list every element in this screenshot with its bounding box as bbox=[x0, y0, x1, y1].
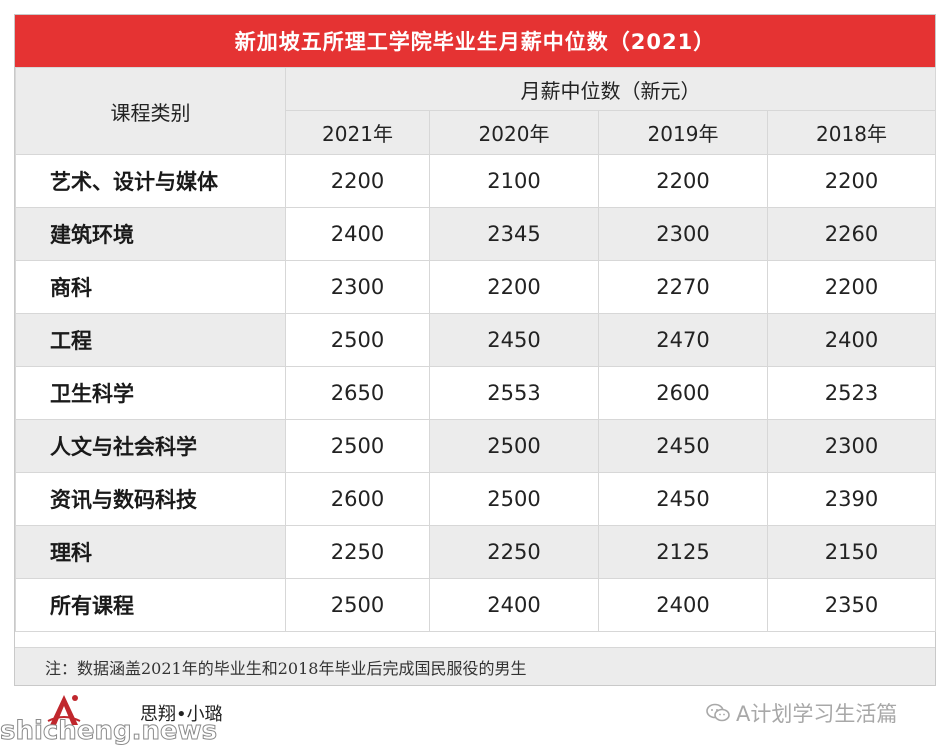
salary-cell: 2500 bbox=[285, 313, 430, 367]
salary-cell: 2300 bbox=[598, 207, 768, 261]
salary-cell: 2500 bbox=[285, 419, 430, 473]
category-cell: 人文与社会科学 bbox=[15, 419, 286, 473]
category-cell: 资讯与数码科技 bbox=[15, 472, 286, 526]
salary-cell: 2300 bbox=[285, 260, 430, 314]
salary-cell: 2300 bbox=[767, 419, 936, 473]
salary-cell: 2270 bbox=[598, 260, 768, 314]
salary-cell: 2200 bbox=[767, 260, 936, 314]
wechat-account-name: A计划学习生活篇 bbox=[736, 702, 898, 726]
category-cell: 卫生科学 bbox=[15, 366, 286, 420]
salary-cell: 2250 bbox=[429, 525, 599, 579]
salary-cell: 2500 bbox=[429, 419, 599, 473]
footer: 思翔•小璐 A计划学习生活篇 shicheng.news bbox=[0, 686, 951, 752]
brand-name: 思翔•小璐 bbox=[140, 704, 223, 725]
salary-cell: 2450 bbox=[598, 419, 768, 473]
salary-cell: 2250 bbox=[285, 525, 430, 579]
site-watermark: shicheng.news bbox=[0, 716, 218, 747]
year-header: 2021年 bbox=[285, 110, 430, 155]
category-cell: 工程 bbox=[15, 313, 286, 367]
salary-cell: 2400 bbox=[285, 207, 430, 261]
salary-cell: 2400 bbox=[767, 313, 936, 367]
salary-cell: 2470 bbox=[598, 313, 768, 367]
salary-cell: 2200 bbox=[598, 154, 768, 208]
table-title: 新加坡五所理工学院毕业生月薪中位数（2021） bbox=[15, 15, 935, 67]
salary-cell: 2345 bbox=[429, 207, 599, 261]
salary-cell: 2350 bbox=[767, 578, 936, 632]
salary-cell: 2125 bbox=[598, 525, 768, 579]
salary-cell: 2500 bbox=[429, 472, 599, 526]
table-row: 建筑环境 2400 2345 2300 2260 bbox=[15, 207, 936, 261]
year-header: 2020年 bbox=[429, 110, 599, 155]
salary-cell: 2450 bbox=[598, 472, 768, 526]
salary-cell: 2260 bbox=[767, 207, 936, 261]
table-row: 卫生科学 2650 2553 2600 2523 bbox=[15, 366, 936, 420]
salary-cell: 2600 bbox=[598, 366, 768, 420]
salary-cell: 2523 bbox=[767, 366, 936, 420]
table-row: 理科 2250 2250 2125 2150 bbox=[15, 525, 936, 579]
table-row: 商科 2300 2200 2270 2200 bbox=[15, 260, 936, 314]
table-row: 资讯与数码科技 2600 2500 2450 2390 bbox=[15, 472, 936, 526]
salary-cell: 2400 bbox=[598, 578, 768, 632]
salary-cell: 2500 bbox=[285, 578, 430, 632]
table-row: 工程 2500 2450 2470 2400 bbox=[15, 313, 936, 367]
table-row: 艺术、设计与媒体 2200 2100 2200 2200 bbox=[15, 154, 936, 208]
salary-cell: 2400 bbox=[429, 578, 599, 632]
category-cell: 理科 bbox=[15, 525, 286, 579]
salary-cell: 2650 bbox=[285, 366, 430, 420]
year-header: 2019年 bbox=[598, 110, 768, 155]
salary-cell: 2600 bbox=[285, 472, 430, 526]
median-salary-header: 月薪中位数（新元） bbox=[285, 67, 936, 111]
category-cell: 商科 bbox=[15, 260, 286, 314]
brand-logo-icon bbox=[47, 695, 81, 725]
salary-cell: 2200 bbox=[285, 154, 430, 208]
category-cell: 所有课程 bbox=[15, 578, 286, 632]
table-note: 注：数据涵盖2021年的毕业生和2018年毕业后完成国民服役的男生 bbox=[15, 647, 935, 685]
salary-table-card: 新加坡五所理工学院毕业生月薪中位数（2021） 课程类别 月薪中位数（新元） 2… bbox=[14, 14, 936, 686]
table-row: 人文与社会科学 2500 2500 2450 2300 bbox=[15, 419, 936, 473]
salary-cell: 2200 bbox=[429, 260, 599, 314]
category-cell: 艺术、设计与媒体 bbox=[15, 154, 286, 208]
salary-cell: 2100 bbox=[429, 154, 599, 208]
salary-cell: 2553 bbox=[429, 366, 599, 420]
salary-cell: 2390 bbox=[767, 472, 936, 526]
wechat-icon bbox=[706, 703, 730, 722]
category-cell: 建筑环境 bbox=[15, 207, 286, 261]
salary-table: 课程类别 月薪中位数（新元） 2021年 2020年 2019年 2018年 艺… bbox=[15, 67, 936, 632]
table-row: 所有课程 2500 2400 2400 2350 bbox=[15, 578, 936, 632]
category-header: 课程类别 bbox=[15, 67, 286, 155]
wechat-account: A计划学习生活篇 bbox=[706, 698, 897, 728]
salary-cell: 2450 bbox=[429, 313, 599, 367]
year-header: 2018年 bbox=[767, 110, 936, 155]
salary-cell: 2200 bbox=[767, 154, 936, 208]
salary-cell: 2150 bbox=[767, 525, 936, 579]
